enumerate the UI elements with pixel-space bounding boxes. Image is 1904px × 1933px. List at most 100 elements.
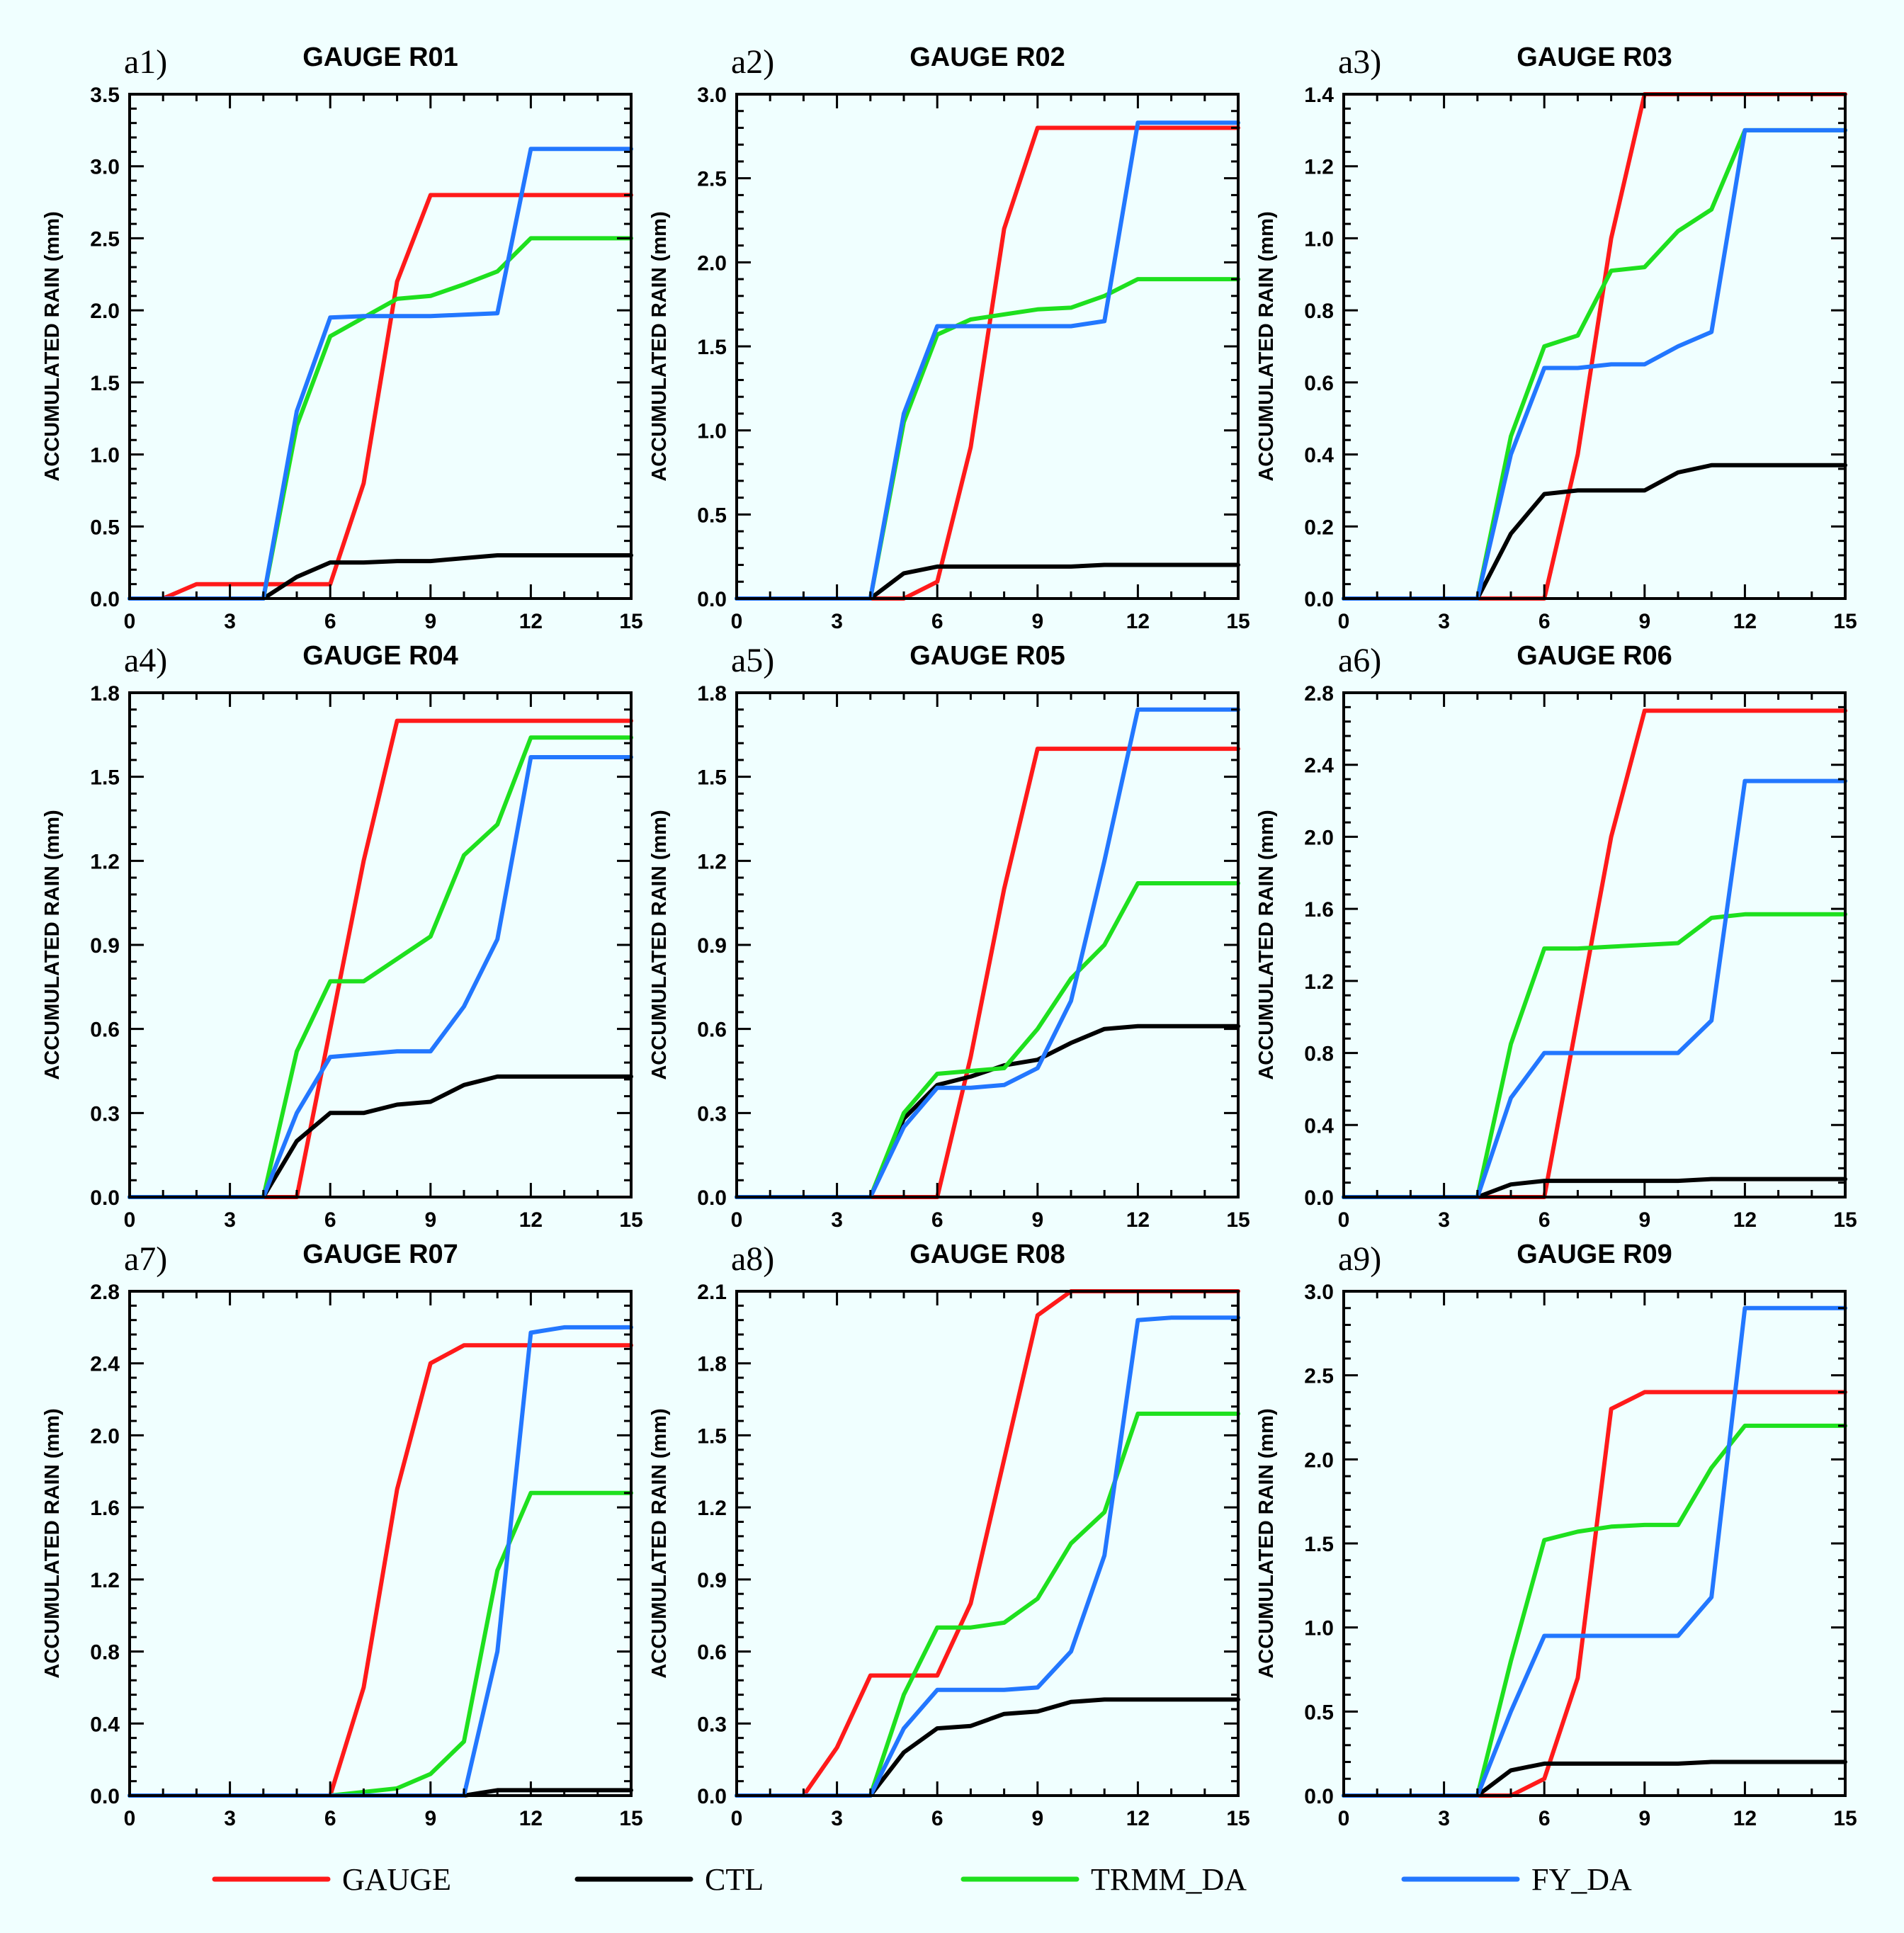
y-tick-label: 0.6 — [697, 1019, 727, 1042]
y-axis-label: ACCUMULATED RAIN (mm) — [41, 211, 64, 481]
panel-title: GAUGE R08 — [910, 1240, 1065, 1269]
x-tick-label: 0 — [1338, 610, 1350, 633]
series-line-gauge — [128, 193, 633, 601]
x-tick-label: 0 — [731, 610, 743, 633]
panel-label: a8) — [731, 1240, 774, 1278]
y-axis-label: ACCUMULATED RAIN (mm) — [648, 810, 671, 1079]
panel-label: a9) — [1338, 1240, 1381, 1278]
x-tick-label: 6 — [931, 1208, 944, 1232]
x-tick-label: 9 — [1031, 1208, 1043, 1232]
x-tick-label: 12 — [1733, 610, 1757, 633]
y-tick-label: 0.5 — [1304, 1701, 1334, 1724]
y-tick-label: 2.0 — [697, 251, 727, 275]
x-tick-label: 15 — [1226, 610, 1250, 633]
y-axis-label: ACCUMULATED RAIN (mm) — [648, 211, 671, 481]
y-tick-label: 1.5 — [1304, 1533, 1334, 1556]
y-tick-label: 0.8 — [1304, 1043, 1334, 1066]
y-axis-label: ACCUMULATED RAIN (mm) — [1255, 211, 1278, 481]
x-tick-label: 3 — [224, 1807, 236, 1830]
y-tick-label: 0.0 — [90, 1785, 120, 1808]
panel-label: a1) — [124, 43, 167, 81]
y-tick-label: 1.5 — [697, 336, 727, 359]
y-tick-label: 1.6 — [1304, 898, 1334, 922]
panel-title: GAUGE R04 — [302, 641, 458, 671]
x-tick-label: 0 — [124, 1807, 136, 1830]
x-tick-label: 0 — [124, 610, 136, 633]
x-tick-label: 0 — [731, 1807, 743, 1830]
y-tick-label: 0.5 — [90, 516, 120, 539]
y-tick-label: 2.4 — [90, 1353, 120, 1376]
x-tick-label: 3 — [831, 1208, 843, 1232]
x-tick-label: 0 — [124, 1208, 136, 1232]
y-axis-label: ACCUMULATED RAIN (mm) — [1255, 810, 1278, 1079]
y-tick-label: 0.0 — [1304, 588, 1334, 611]
y-tick-label: 2.0 — [90, 1424, 120, 1448]
y-tick-label: 1.2 — [90, 850, 120, 873]
panel-title: GAUGE R02 — [910, 42, 1065, 72]
x-tick-label: 6 — [324, 610, 336, 633]
panel-title: GAUGE R07 — [302, 1240, 458, 1269]
y-tick-label: 1.2 — [90, 1569, 120, 1592]
panel-title: GAUGE R09 — [1517, 1240, 1672, 1269]
y-tick-label: 1.2 — [697, 850, 727, 873]
x-tick-label: 3 — [1438, 610, 1450, 633]
plot-frame — [735, 1290, 1240, 1797]
panel-title: GAUGE R03 — [1517, 42, 1672, 72]
y-tick-label: 0.3 — [90, 1102, 120, 1126]
x-tick-label: 12 — [519, 1807, 543, 1830]
y-tick-label: 0.0 — [1304, 1186, 1334, 1210]
y-tick-label: 0.6 — [90, 1019, 120, 1042]
panel-label: a2) — [731, 43, 774, 81]
y-axis-label: ACCUMULATED RAIN (mm) — [41, 1408, 64, 1678]
y-tick-label: 0.4 — [90, 1713, 120, 1736]
x-tick-label: 6 — [931, 1807, 944, 1830]
x-tick-label: 9 — [1638, 1208, 1650, 1232]
x-tick-label: 9 — [1638, 1807, 1650, 1830]
legend: GAUGE CTL TRMM_DA FY_DA — [212, 1862, 1632, 1897]
panels: a1) GAUGE R01 ACCUMULATED RAIN (mm) 0 3 6 9 12 1… — [41, 42, 1857, 1830]
y-tick-label: 2.4 — [1304, 754, 1334, 778]
plot-frame — [128, 93, 633, 600]
y-tick-label: 1.0 — [90, 444, 120, 467]
y-tick-label: 0.9 — [90, 934, 120, 958]
y-tick-label: 0.3 — [697, 1102, 727, 1126]
y-tick-label: 3.5 — [90, 84, 120, 107]
x-tick-label: 0 — [1338, 1807, 1350, 1830]
legend-label-trmm-da: TRMM_DA — [1091, 1862, 1247, 1897]
y-tick-label: 0.4 — [1304, 444, 1334, 467]
panel-9: a9) GAUGE R09 ACCUMULATED RAIN (mm) 0 3 6 9 12 1… — [1255, 1240, 1857, 1830]
x-tick-label: 3 — [831, 610, 843, 633]
y-tick-label: 3.0 — [90, 156, 120, 179]
y-tick-label: 1.4 — [1304, 84, 1334, 107]
panel-6: a6) GAUGE R06 ACCUMULATED RAIN (mm) 0 3 6 9 12 1… — [1255, 641, 1857, 1232]
y-tick-label: 1.0 — [1304, 1617, 1334, 1640]
panel-label: a5) — [731, 642, 774, 679]
y-tick-label: 1.0 — [1304, 227, 1334, 251]
y-tick-label: 0.6 — [697, 1641, 727, 1665]
x-tick-label: 9 — [1638, 610, 1650, 633]
y-tick-label: 2.1 — [697, 1281, 727, 1304]
y-tick-label: 0.0 — [697, 588, 727, 611]
y-tick-label: 1.8 — [90, 682, 120, 705]
panel-2: a2) GAUGE R02 ACCUMULATED RAIN (mm) 0 3 6 9 12 1… — [648, 42, 1250, 633]
legend-label-ctl: CTL — [705, 1862, 764, 1897]
panel-title: GAUGE R05 — [910, 641, 1065, 671]
x-tick-label: 3 — [1438, 1208, 1450, 1232]
x-tick-label: 6 — [931, 610, 944, 633]
legend-label-gauge: GAUGE — [342, 1862, 451, 1897]
x-tick-label: 15 — [1226, 1807, 1250, 1830]
y-tick-label: 0.6 — [1304, 372, 1334, 395]
x-tick-label: 12 — [1733, 1807, 1757, 1830]
y-tick-label: 0.5 — [697, 504, 727, 527]
y-tick-label: 1.0 — [697, 420, 727, 443]
x-tick-label: 15 — [1226, 1208, 1250, 1232]
panel-3: a3) GAUGE R03 ACCUMULATED RAIN (mm) 0 3 6 9 12 1… — [1255, 42, 1857, 633]
x-tick-label: 15 — [1833, 1807, 1857, 1830]
y-tick-label: 2.0 — [1304, 1449, 1334, 1472]
y-tick-label: 1.2 — [1304, 970, 1334, 994]
y-tick-label: 0.4 — [1304, 1114, 1334, 1138]
legend-label-fy-da: FY_DA — [1531, 1862, 1632, 1897]
y-tick-label: 0.3 — [697, 1713, 727, 1736]
y-tick-label: 1.5 — [90, 766, 120, 790]
